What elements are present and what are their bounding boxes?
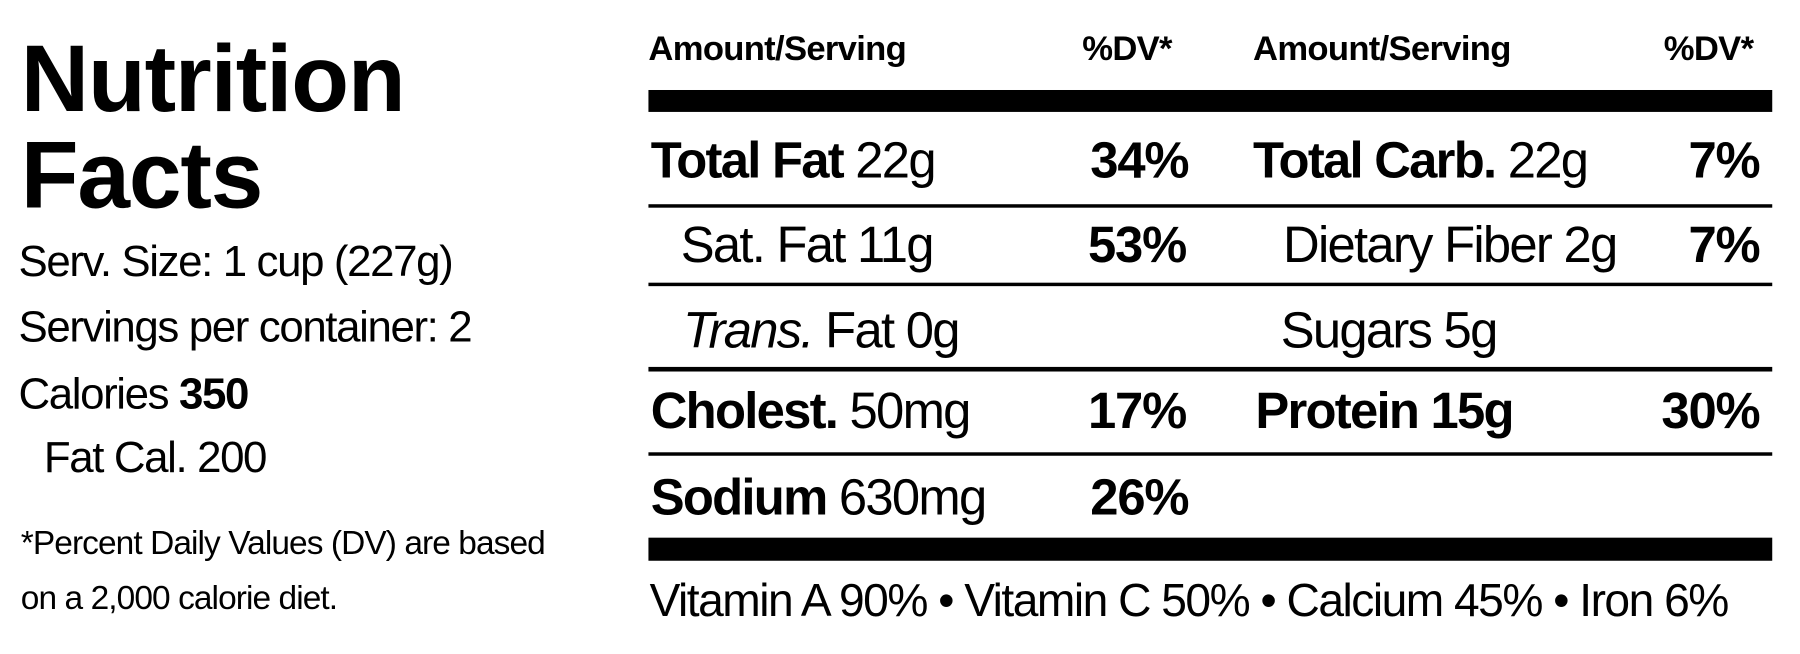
nutrient: Sat. Fat 11g (680, 216, 935, 274)
nutrient: Sodium 630mg (650, 469, 987, 527)
serving-size: Serv. Size: 1 cup (227g) (18, 237, 453, 287)
vitamin: Calcium 45% (1286, 575, 1543, 627)
servings: Servings per container: 2 (18, 303, 472, 352)
nutrient: Protein 15g (1255, 383, 1514, 440)
nutrient-amount: 630mg (838, 469, 987, 527)
nutrient: Cholest. 50mg (651, 386, 972, 438)
title: Nutrition (20, 26, 406, 132)
nutrient-amount: 22g (855, 132, 936, 190)
thick-rule (648, 537, 1773, 561)
vitamin: Iron 6% (1579, 575, 1729, 627)
nutrient: Sugars 5g (1280, 302, 1499, 359)
nutrient-amount: 22g (1507, 132, 1589, 190)
nutrient-label: Fat 0g (825, 302, 960, 359)
nutrient-label: Cholest. (650, 383, 839, 440)
nutrient-label: Total Fat (650, 132, 845, 190)
separator: • (938, 575, 954, 627)
column-header: %DV* (1663, 29, 1754, 69)
daily-value: 7% (1688, 216, 1760, 274)
nutrient: Dietary Fiber 2g (1283, 216, 1618, 274)
daily-value: 26% (1090, 469, 1189, 527)
daily-value: 7% (1688, 132, 1760, 190)
vitamin: Vitamin C 50% (964, 575, 1250, 627)
column-header: %DV* (1082, 29, 1172, 69)
nutrient-label-italic: Trans. (683, 302, 814, 359)
vitamins: Vitamin A 90% • Vitamin C 50% • Calcium … (649, 575, 1730, 627)
title: Facts (20, 123, 264, 229)
footnote: *Percent Daily Values (DV) are based (20, 524, 546, 562)
column-header: Amount/Serving (648, 29, 907, 69)
rule (648, 452, 1773, 456)
column-header: Amount/Serving (1253, 29, 1511, 69)
nutrient-amount: 50mg (849, 383, 972, 440)
nutrient-label: Total Carb. (1253, 132, 1497, 190)
thick-rule (648, 89, 1773, 112)
nutrient-label: Sodium (650, 469, 828, 527)
calories-value: 350 (179, 370, 249, 419)
daily-value: 34% (1090, 132, 1189, 190)
rule (648, 204, 1773, 208)
fat-calories: Fat Cal. 200 (43, 433, 268, 483)
rule (648, 366, 1773, 372)
calories-label: Calories (18, 370, 169, 419)
daily-value: 17% (1087, 383, 1187, 440)
daily-value: 30% (1661, 383, 1760, 440)
separator: • (1260, 575, 1276, 627)
nutrient: Total Carb. 22g (1253, 132, 1589, 190)
daily-value: 53% (1087, 216, 1187, 274)
separator: • (1553, 575, 1569, 627)
nutrient: Total Fat 22g (650, 132, 937, 190)
rule (648, 282, 1773, 287)
calories: Calories 350 (18, 370, 249, 419)
nutrient: Trans. Fat 0g (683, 305, 960, 357)
footnote: on a 2,000 calorie diet. (20, 580, 338, 618)
vitamin: Vitamin A 90% (649, 575, 929, 627)
